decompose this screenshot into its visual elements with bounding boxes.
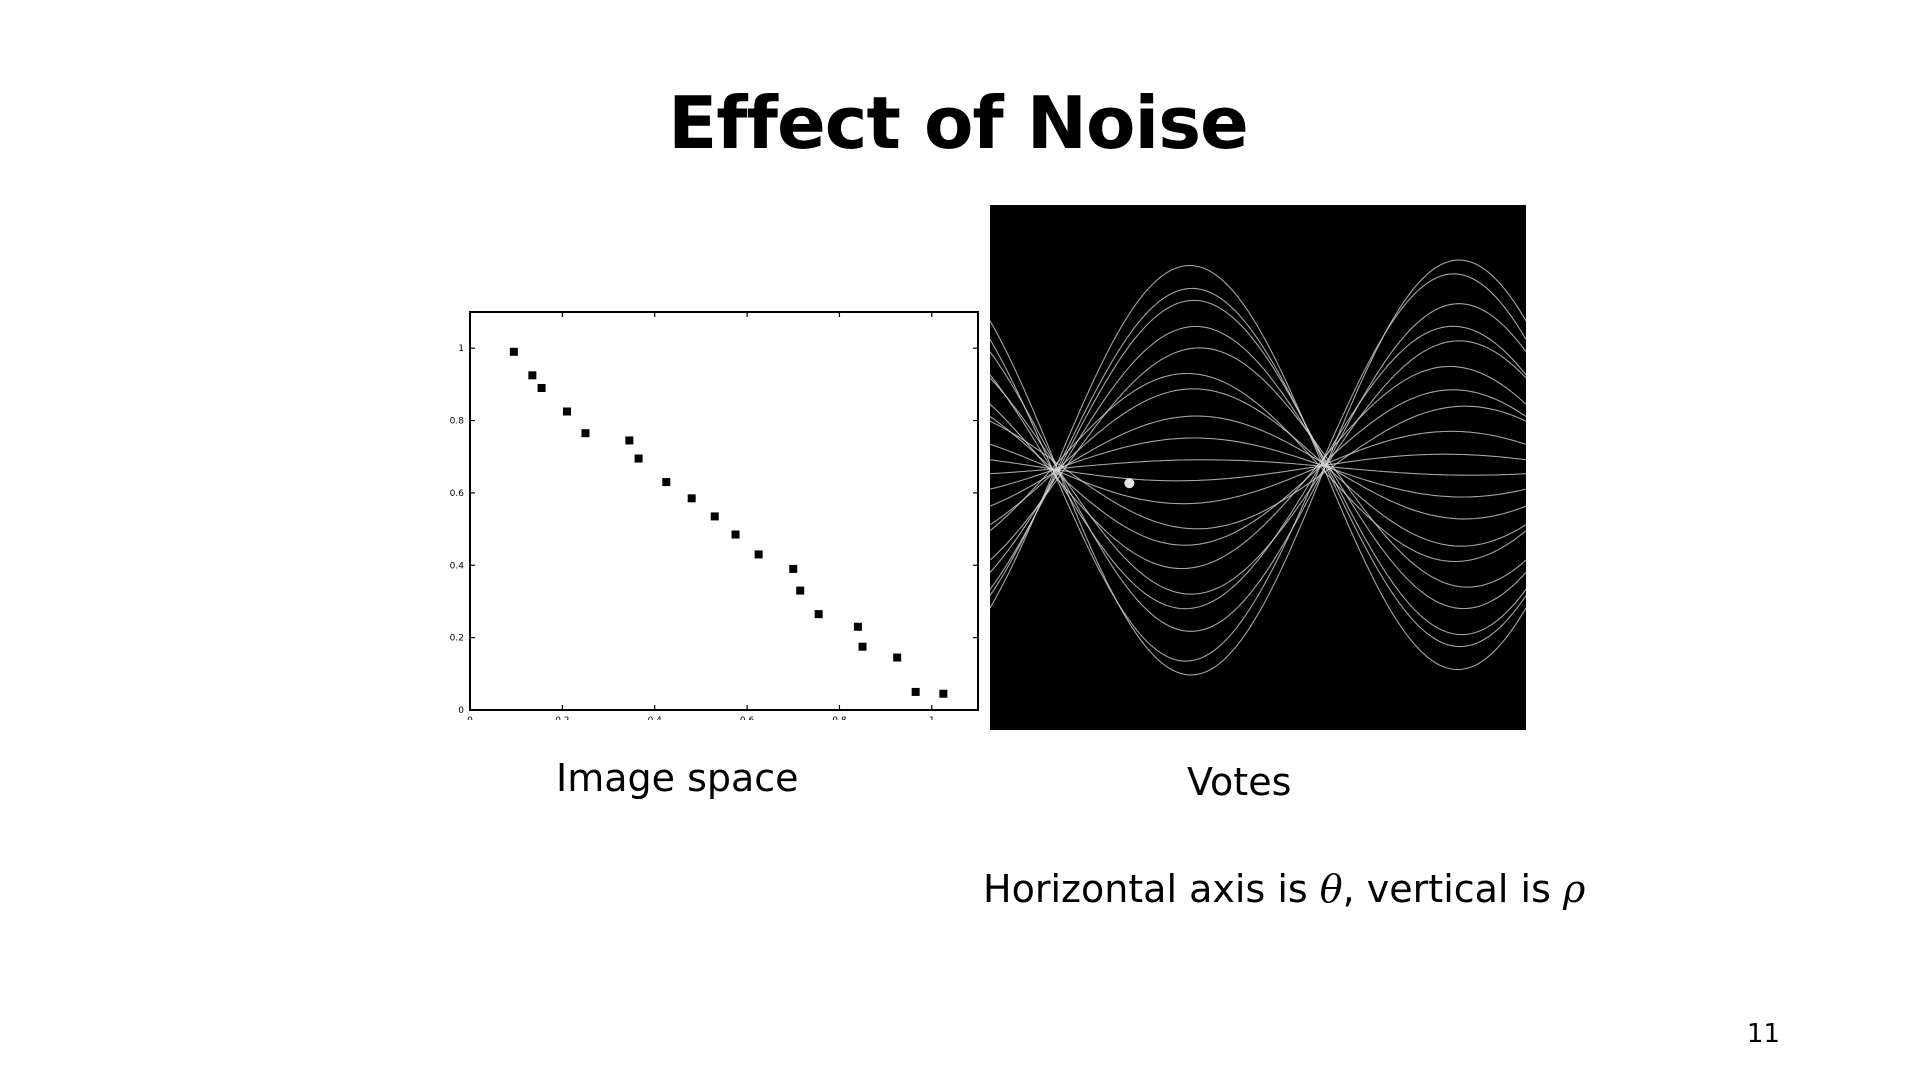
data-point [581,429,590,438]
y-tick-label: 0.2 [450,634,464,644]
data-point [911,687,920,696]
vote-curve [990,264,1526,671]
data-point [528,371,537,380]
vote-curve [990,365,1526,570]
plot-frame [469,311,979,711]
vote-curve [990,299,1526,636]
y-tick-label: 0.6 [450,489,465,499]
axis-note-prefix: Horizontal axis is [983,867,1320,911]
y-tick-label: 1 [458,344,464,354]
vote-curve [990,287,1526,648]
x-tick-label: 0.6 [740,716,755,720]
data-point [687,494,696,503]
vote-curve [990,405,1526,530]
y-tick-label: 0.4 [450,561,465,571]
data-point [537,383,546,392]
data-point [731,530,740,539]
vote-curve [990,459,1526,476]
page-number: 11 [1746,1019,1780,1049]
vote-curve [990,347,1526,588]
slide-title: Effect of Noise [668,81,1249,165]
data-point [939,689,948,698]
vote-curve [990,340,1526,595]
data-point [796,586,805,595]
data-point [509,347,518,356]
data-point [893,653,902,662]
vote-curve [990,453,1526,482]
vote-curve [990,259,1526,676]
vote-peak [1124,478,1135,489]
vote-curve [990,303,1526,632]
votes-accumulator-image [990,205,1526,730]
x-tick-label: 0 [467,716,473,720]
x-tick-label: 0.4 [648,716,663,720]
x-tick-label: 0.2 [555,716,569,720]
image-space-scatter-plot: 0 0.2 0.4 0.6 0.8 1 0 0.2 0.4 0.6 0.8 1 [450,311,979,720]
data-point [754,550,763,559]
data-point [562,407,571,416]
vote-curve [990,437,1526,498]
votes-caption: Votes [1187,760,1292,804]
data-point [662,478,671,487]
vote-curve [990,430,1526,505]
data-point [710,512,719,521]
rho-symbol: ρ [1563,867,1586,911]
vote-curve [990,372,1526,563]
data-point [789,564,798,573]
vote-curve [990,389,1526,546]
data-point [625,436,634,445]
data-point [814,610,823,619]
axis-note-middle: , vertical is [1342,867,1563,911]
vote-curve [990,415,1526,520]
data-point [858,642,867,651]
votes-background [990,205,1526,730]
vote-curve [990,273,1526,662]
y-tick-label: 0.8 [450,417,465,427]
data-point [853,622,862,631]
theta-symbol: θ [1319,867,1343,911]
x-tick-label: 1 [929,716,935,720]
vote-curve [990,325,1526,610]
data-point [634,454,643,463]
vote-curve [990,388,1526,547]
axis-note: Horizontal axis is θ, vertical is ρ [983,865,1585,913]
x-tick-label: 0.8 [832,716,847,720]
y-tick-label: 0 [458,706,464,716]
image-space-caption: Image space [556,756,799,800]
